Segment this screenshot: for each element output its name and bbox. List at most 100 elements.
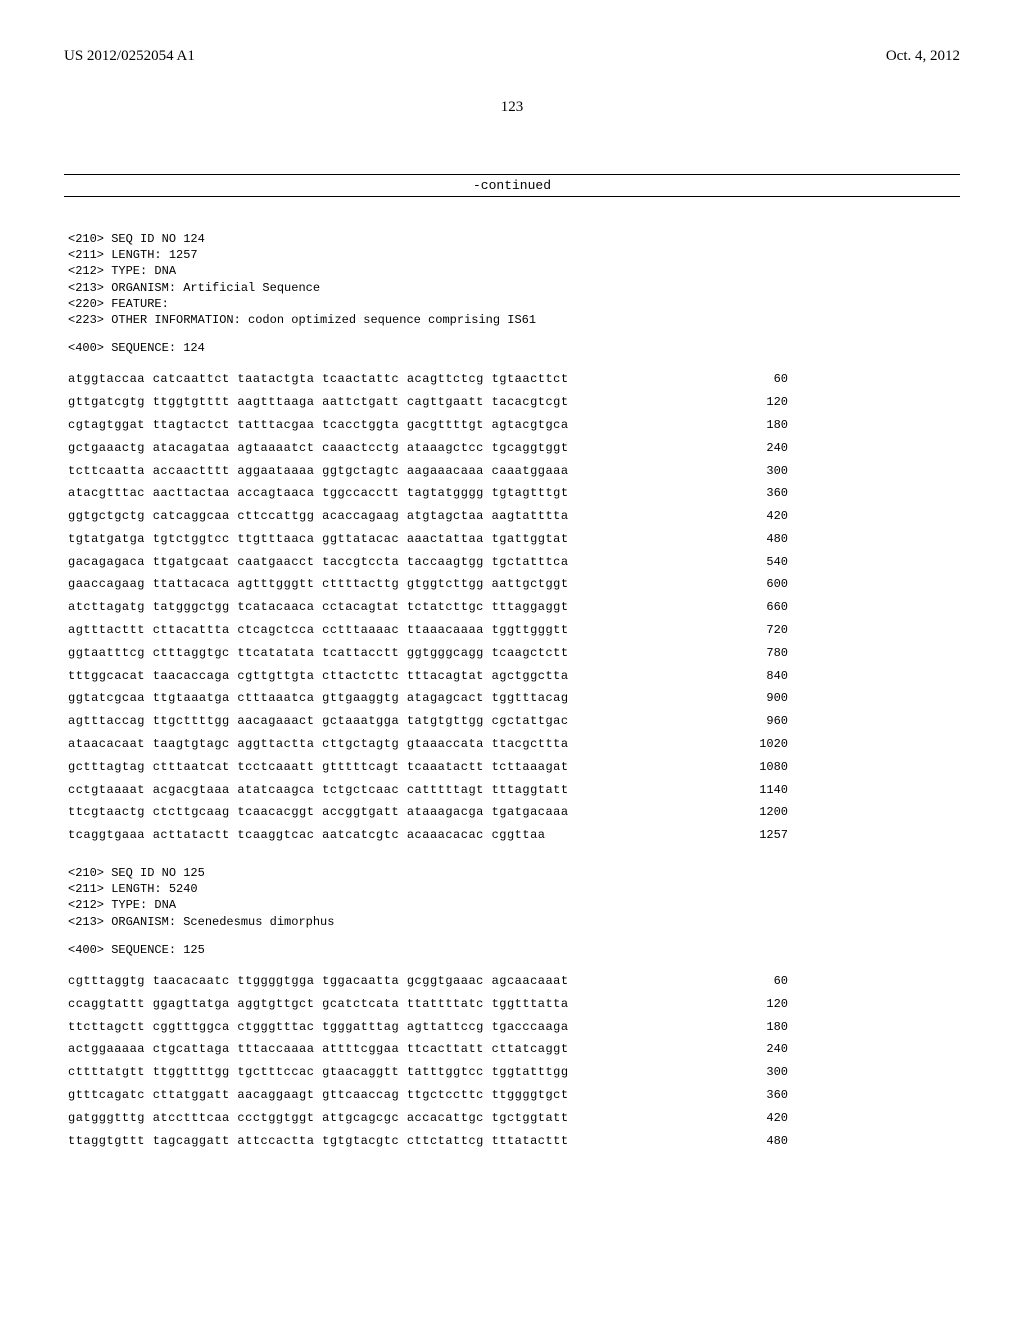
publication-date: Oct. 4, 2012 <box>886 48 960 65</box>
sequence-row-bases: gctgaaactg atacagataa agtaaaatct caaactc… <box>68 437 569 460</box>
sequence-row: ataacacaat taagtgtagc aggttactta cttgcta… <box>68 733 788 756</box>
sequence-row-bases: ttcgtaactg ctcttgcaag tcaacacggt accggtg… <box>68 801 569 824</box>
sequence-row-bases: tttggcacat taacaccaga cgttgttgta cttactc… <box>68 665 569 688</box>
sequence-row-position: 780 <box>738 642 788 665</box>
sequence-row-bases: cgtagtggat ttagtactct tatttacgaa tcacctg… <box>68 414 569 437</box>
sequence-row-position: 600 <box>738 573 788 596</box>
seq124-sequence-label: <400> SEQUENCE: 124 <box>68 340 960 356</box>
sequence-row-position: 360 <box>738 482 788 505</box>
continued-label: -continued <box>64 178 960 193</box>
sequence-row: ttcgtaactg ctcttgcaag tcaacacggt accggtg… <box>68 801 788 824</box>
sequence-row-position: 60 <box>738 368 788 391</box>
sequence-row-position: 420 <box>738 505 788 528</box>
seq125-sequence: cgtttaggtg taacacaatc ttggggtgga tggacaa… <box>68 970 960 1152</box>
seq125-header: <210> SEQ ID NO 125 <211> LENGTH: 5240 <… <box>68 865 960 930</box>
sequence-row: cctgtaaaat acgacgtaaa atatcaagca tctgctc… <box>68 779 788 802</box>
sequence-row: ttaggtgttt tagcaggatt attccactta tgtgtac… <box>68 1130 788 1153</box>
sequence-row-bases: agtttacttt cttacattta ctcagctcca cctttaa… <box>68 619 569 642</box>
sequence-row: gaaccagaag ttattacaca agtttgggtt cttttac… <box>68 573 788 596</box>
sequence-row-position: 540 <box>738 551 788 574</box>
sequence-row-position: 360 <box>738 1084 788 1107</box>
sequence-row-bases: ggtatcgcaa ttgtaaatga ctttaaatca gttgaag… <box>68 687 569 710</box>
sequence-row-bases: gctttagtag ctttaatcat tcctcaaatt gtttttc… <box>68 756 569 779</box>
sequence-row-bases: cttttatgtt ttggttttgg tgctttccac gtaacag… <box>68 1061 569 1084</box>
sequence-row-position: 240 <box>738 437 788 460</box>
sequence-row: tcttcaatta accaactttt aggaataaaa ggtgcta… <box>68 460 788 483</box>
sequence-row: agtttaccag ttgcttttgg aacagaaact gctaaat… <box>68 710 788 733</box>
sequence-row: ggtatcgcaa ttgtaaatga ctttaaatca gttgaag… <box>68 687 788 710</box>
sequence-row-position: 1200 <box>738 801 788 824</box>
sequence-row-bases: cctgtaaaat acgacgtaaa atatcaagca tctgctc… <box>68 779 569 802</box>
sequence-row-position: 300 <box>738 460 788 483</box>
sequence-row: ggtgctgctg catcaggcaa cttccattgg acaccag… <box>68 505 788 528</box>
sequence-row-position: 840 <box>738 665 788 688</box>
sequence-row-bases: gttgatcgtg ttggtgtttt aagtttaaga aattctg… <box>68 391 569 414</box>
sequence-row-position: 180 <box>738 1016 788 1039</box>
sequence-row-position: 420 <box>738 1107 788 1130</box>
publication-number: US 2012/0252054 A1 <box>64 48 195 65</box>
sequence-row: gacagagaca ttgatgcaat caatgaacct taccgtc… <box>68 551 788 574</box>
sequence-row-position: 120 <box>738 391 788 414</box>
sequence-row-position: 240 <box>738 1038 788 1061</box>
sequence-row: atggtaccaa catcaattct taatactgta tcaacta… <box>68 368 788 391</box>
sequence-row-position: 480 <box>738 1130 788 1153</box>
sequence-row: cgtagtggat ttagtactct tatttacgaa tcacctg… <box>68 414 788 437</box>
sequence-row-position: 1080 <box>738 756 788 779</box>
sequence-row-position: 300 <box>738 1061 788 1084</box>
seq124-header: <210> SEQ ID NO 124 <211> LENGTH: 1257 <… <box>68 231 960 328</box>
sequence-row-bases: actggaaaaa ctgcattaga tttaccaaaa attttcg… <box>68 1038 569 1061</box>
sequence-row-position: 180 <box>738 414 788 437</box>
sequence-row-bases: agtttaccag ttgcttttgg aacagaaact gctaaat… <box>68 710 569 733</box>
sequence-row-bases: ttaggtgttt tagcaggatt attccactta tgtgtac… <box>68 1130 569 1153</box>
sequence-row-position: 900 <box>738 687 788 710</box>
page-number: 123 <box>64 99 960 116</box>
sequence-row: gatgggtttg atcctttcaa ccctggtggt attgcag… <box>68 1107 788 1130</box>
sequence-row: cttttatgtt ttggttttgg tgctttccac gtaacag… <box>68 1061 788 1084</box>
sequence-row-position: 480 <box>738 528 788 551</box>
sequence-row: gttgatcgtg ttggtgtttt aagtttaaga aattctg… <box>68 391 788 414</box>
sequence-row: ggtaatttcg ctttaggtgc ttcatatata tcattac… <box>68 642 788 665</box>
sequence-row-bases: ggtgctgctg catcaggcaa cttccattgg acaccag… <box>68 505 569 528</box>
sequence-row-bases: ggtaatttcg ctttaggtgc ttcatatata tcattac… <box>68 642 569 665</box>
page-header: US 2012/0252054 A1 Oct. 4, 2012 <box>64 48 960 65</box>
sequence-row: agtttacttt cttacattta ctcagctcca cctttaa… <box>68 619 788 642</box>
sequence-row-bases: atggtaccaa catcaattct taatactgta tcaacta… <box>68 368 569 391</box>
sequence-row: atacgtttac aacttactaa accagtaaca tggccac… <box>68 482 788 505</box>
sequence-row: gtttcagatc cttatggatt aacaggaagt gttcaac… <box>68 1084 788 1107</box>
sequence-row: actggaaaaa ctgcattaga tttaccaaaa attttcg… <box>68 1038 788 1061</box>
sequence-row-bases: tgtatgatga tgtctggtcc ttgtttaaca ggttata… <box>68 528 569 551</box>
sequence-row-position: 720 <box>738 619 788 642</box>
sequence-row: tgtatgatga tgtctggtcc ttgtttaaca ggttata… <box>68 528 788 551</box>
sequence-row-position: 660 <box>738 596 788 619</box>
sequence-row-bases: gaaccagaag ttattacaca agtttgggtt cttttac… <box>68 573 569 596</box>
sequence-row-bases: gtttcagatc cttatggatt aacaggaagt gttcaac… <box>68 1084 569 1107</box>
sequence-row-position: 1020 <box>738 733 788 756</box>
sequence-row-bases: ccaggtattt ggagttatga aggtgttgct gcatctc… <box>68 993 569 1016</box>
sequence-row-bases: ttcttagctt cggtttggca ctgggtttac tgggatt… <box>68 1016 569 1039</box>
seq125-sequence-label: <400> SEQUENCE: 125 <box>68 942 960 958</box>
seq124-sequence: atggtaccaa catcaattct taatactgta tcaacta… <box>68 368 960 847</box>
sequence-row: tttggcacat taacaccaga cgttgttgta cttactc… <box>68 665 788 688</box>
sequence-row: atcttagatg tatgggctgg tcatacaaca cctacag… <box>68 596 788 619</box>
sequence-row: tcaggtgaaa acttatactt tcaaggtcac aatcatc… <box>68 824 788 847</box>
sequence-row-position: 120 <box>738 993 788 1016</box>
sequence-row-position: 1257 <box>738 824 788 847</box>
sequence-row-bases: gacagagaca ttgatgcaat caatgaacct taccgtc… <box>68 551 569 574</box>
sequence-row-bases: tcttcaatta accaactttt aggaataaaa ggtgcta… <box>68 460 569 483</box>
sequence-row-position: 1140 <box>738 779 788 802</box>
sequence-row: ttcttagctt cggtttggca ctgggtttac tgggatt… <box>68 1016 788 1039</box>
sequence-row-bases: atcttagatg tatgggctgg tcatacaaca cctacag… <box>68 596 569 619</box>
sequence-row-bases: cgtttaggtg taacacaatc ttggggtgga tggacaa… <box>68 970 569 993</box>
sequence-row: cgtttaggtg taacacaatc ttggggtgga tggacaa… <box>68 970 788 993</box>
sequence-row-position: 960 <box>738 710 788 733</box>
continued-rule-box: -continued <box>64 174 960 197</box>
sequence-row-bases: gatgggtttg atcctttcaa ccctggtggt attgcag… <box>68 1107 569 1130</box>
sequence-row: ccaggtattt ggagttatga aggtgttgct gcatctc… <box>68 993 788 1016</box>
sequence-row-bases: atacgtttac aacttactaa accagtaaca tggccac… <box>68 482 569 505</box>
sequence-row-position: 60 <box>738 970 788 993</box>
sequence-row-bases: tcaggtgaaa acttatactt tcaaggtcac aatcatc… <box>68 824 545 847</box>
sequence-row: gctgaaactg atacagataa agtaaaatct caaactc… <box>68 437 788 460</box>
page: US 2012/0252054 A1 Oct. 4, 2012 123 -con… <box>0 0 1024 1320</box>
sequence-row: gctttagtag ctttaatcat tcctcaaatt gtttttc… <box>68 756 788 779</box>
sequence-row-bases: ataacacaat taagtgtagc aggttactta cttgcta… <box>68 733 569 756</box>
